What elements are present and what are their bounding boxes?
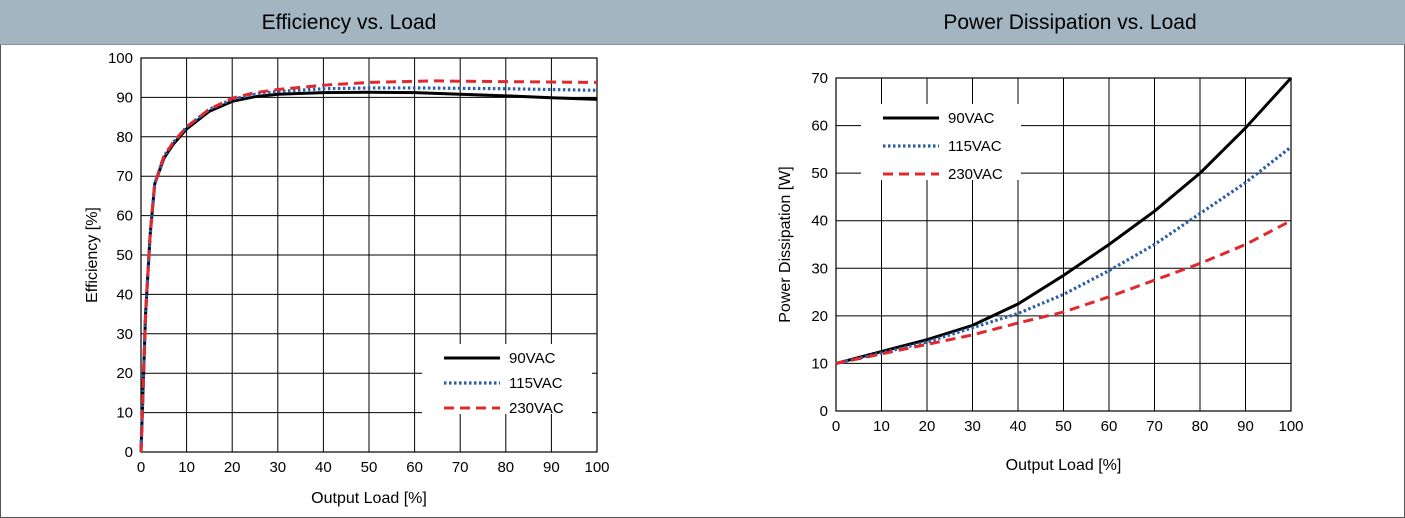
eff-y-tick-label: 50 bbox=[116, 247, 133, 264]
efficiency-chart-title: Efficiency vs. Load bbox=[261, 11, 437, 34]
pd-x-tick-label: 50 bbox=[1055, 418, 1072, 435]
pd-y-tick-label: 10 bbox=[811, 355, 828, 372]
eff-legend-label-90vac: 90VAC bbox=[509, 350, 556, 367]
pd-x-tick-label: 10 bbox=[873, 418, 890, 435]
pd-y-tick-label: 60 bbox=[811, 118, 828, 135]
pd-plot-border bbox=[835, 77, 1292, 412]
eff-x-tick-label: 100 bbox=[584, 459, 609, 476]
eff-y-tick-label: 40 bbox=[116, 286, 133, 303]
pd-x-tick-label: 70 bbox=[1146, 418, 1163, 435]
eff-y-tick-label: 100 bbox=[108, 50, 133, 67]
pd-legend-label-230vac: 230VAC bbox=[948, 166, 1003, 183]
eff-x-tick-label: 10 bbox=[178, 459, 195, 476]
eff-x-tick-label: 80 bbox=[497, 459, 514, 476]
pd-y-tick-label: 20 bbox=[811, 308, 828, 325]
eff-x-axis-label: Output Load [%] bbox=[311, 490, 427, 507]
eff-x-tick-label: 70 bbox=[452, 459, 469, 476]
eff-x-tick-label: 20 bbox=[224, 459, 241, 476]
pd-y-tick-label: 50 bbox=[811, 165, 828, 182]
eff-y-axis-label: Efficiency [%] bbox=[84, 207, 101, 303]
eff-legend-label-115vac: 115VAC bbox=[509, 375, 563, 392]
eff-x-tick-label: 40 bbox=[315, 459, 332, 476]
eff-y-tick-label: 20 bbox=[116, 365, 133, 382]
eff-y-tick-label: 90 bbox=[116, 89, 133, 106]
pd-y-tick-label: 40 bbox=[811, 213, 828, 230]
eff-legend bbox=[422, 344, 592, 414]
pd-y-tick-label: 30 bbox=[811, 260, 828, 277]
pd-chart: 0 10 20 30 40 50 60 70 80 90 100 0 10 20 30 40 50 60 70 Out… bbox=[777, 70, 1304, 474]
pd-y-tick-label: 0 bbox=[820, 403, 828, 420]
eff-x-tick-label: 90 bbox=[543, 459, 560, 476]
pd-x-tick-label: 30 bbox=[964, 418, 981, 435]
eff-plot-border bbox=[140, 57, 598, 453]
pd-x-tick-label: 0 bbox=[832, 418, 840, 435]
eff-y-tick-label: 80 bbox=[116, 129, 133, 146]
pd-x-axis-label: Output Load [%] bbox=[1006, 457, 1122, 474]
eff-legend-label-230vac: 230VAC bbox=[509, 400, 564, 417]
eff-y-tick-label: 70 bbox=[116, 168, 133, 185]
eff-y-tick-label: 60 bbox=[116, 208, 133, 225]
eff-x-tick-label: 0 bbox=[137, 459, 145, 476]
pd-series-90vac-line bbox=[835, 76, 1293, 365]
pd-x-tick-label: 100 bbox=[1278, 418, 1303, 435]
power-dissipation-chart-title: Power Dissipation vs. Load bbox=[943, 11, 1197, 34]
pd-x-tick-label: 90 bbox=[1237, 418, 1254, 435]
pd-legend-label-90vac: 90VAC bbox=[948, 110, 995, 127]
eff-x-tick-label: 50 bbox=[361, 459, 378, 476]
eff-y-tick-label: 0 bbox=[125, 444, 133, 461]
pd-series-115vac-line bbox=[835, 145, 1292, 365]
eff-chart: 0 10 20 30 40 50 60 70 80 90 100 0 10 20 30 40 50 60 70 80 9… bbox=[84, 50, 610, 507]
pd-x-tick-label: 80 bbox=[1192, 418, 1209, 435]
pd-series-230vac-line bbox=[835, 219, 1292, 365]
pd-y-axis-label: Power Dissipation [W] bbox=[777, 166, 794, 323]
eff-x-tick-label: 30 bbox=[269, 459, 286, 476]
eff-y-tick-label: 30 bbox=[116, 326, 133, 343]
eff-y-tick-label: 10 bbox=[116, 405, 133, 422]
pd-x-tick-label: 40 bbox=[1010, 418, 1027, 435]
title-bar: Efficiency vs. Load Power Dissipation vs… bbox=[0, 0, 1405, 45]
pd-x-tick-label: 60 bbox=[1101, 418, 1118, 435]
pd-x-tick-label: 20 bbox=[919, 418, 936, 435]
eff-x-tick-label: 60 bbox=[406, 459, 423, 476]
pd-y-tick-label: 70 bbox=[811, 70, 828, 87]
pd-legend-label-115vac: 115VAC bbox=[948, 138, 1002, 155]
